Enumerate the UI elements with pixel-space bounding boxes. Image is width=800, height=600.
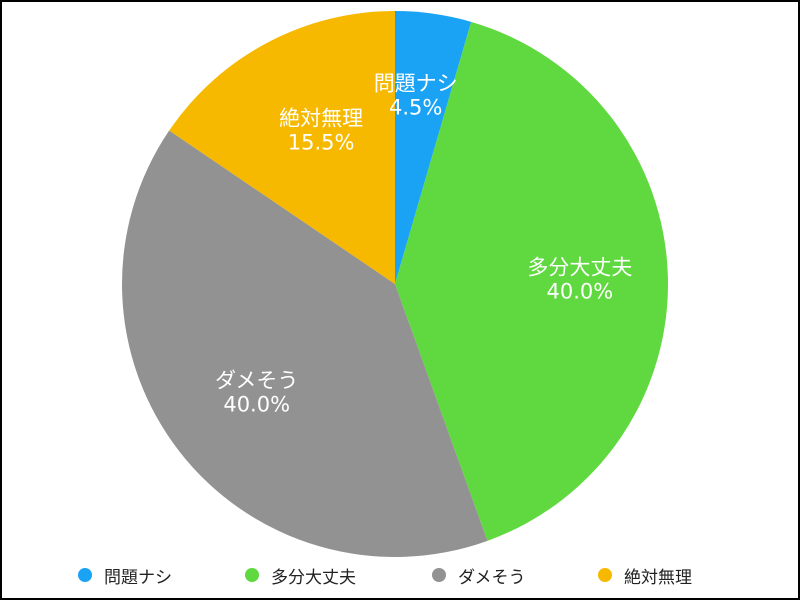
legend-item-mondai-nashi: 問題ナシ bbox=[78, 560, 172, 590]
slice-category-label-tabun-daijoubu: 多分大丈夫 bbox=[527, 256, 632, 280]
slice-value-label-dame-sou: 40.0% bbox=[223, 392, 290, 416]
legend-label-zettai-muri: 絶対無理 bbox=[624, 567, 692, 588]
pie-slices bbox=[122, 11, 668, 558]
slice-category-label-mondai-nashi: 問題ナシ bbox=[374, 72, 458, 96]
slice-value-label-zettai-muri: 15.5% bbox=[288, 130, 355, 154]
slice-value-label-mondai-nashi: 4.5% bbox=[389, 96, 442, 120]
legend-item-dame-sou: ダメそう bbox=[432, 560, 526, 590]
legend: 問題ナシ 多分大丈夫 ダメそう 絶対無理 bbox=[0, 560, 800, 590]
legend-swatch-mondai-nashi bbox=[78, 568, 92, 582]
legend-swatch-dame-sou bbox=[432, 568, 446, 582]
legend-label-tabun-daijoubu: 多分大丈夫 bbox=[271, 567, 356, 588]
pie-slice-tabun-daijoubu bbox=[395, 21, 668, 541]
legend-swatch-tabun-daijoubu bbox=[245, 568, 259, 582]
slice-category-label-dame-sou: ダメそう bbox=[215, 368, 298, 392]
pie-slice-mondai-nashi bbox=[395, 11, 472, 284]
legend-item-zettai-muri: 絶対無理 bbox=[598, 560, 692, 590]
pie-slice-zettai-muri bbox=[169, 11, 395, 284]
pie-slice-dame-sou bbox=[122, 130, 488, 558]
slice-value-label-tabun-daijoubu: 40.0% bbox=[547, 280, 614, 304]
legend-label-mondai-nashi: 問題ナシ bbox=[104, 567, 172, 588]
legend-swatch-zettai-muri bbox=[598, 568, 612, 582]
slice-category-label-zettai-muri: 絶対無理 bbox=[279, 106, 363, 130]
legend-label-dame-sou: ダメそう bbox=[458, 567, 526, 588]
legend-item-tabun-daijoubu: 多分大丈夫 bbox=[245, 560, 356, 590]
